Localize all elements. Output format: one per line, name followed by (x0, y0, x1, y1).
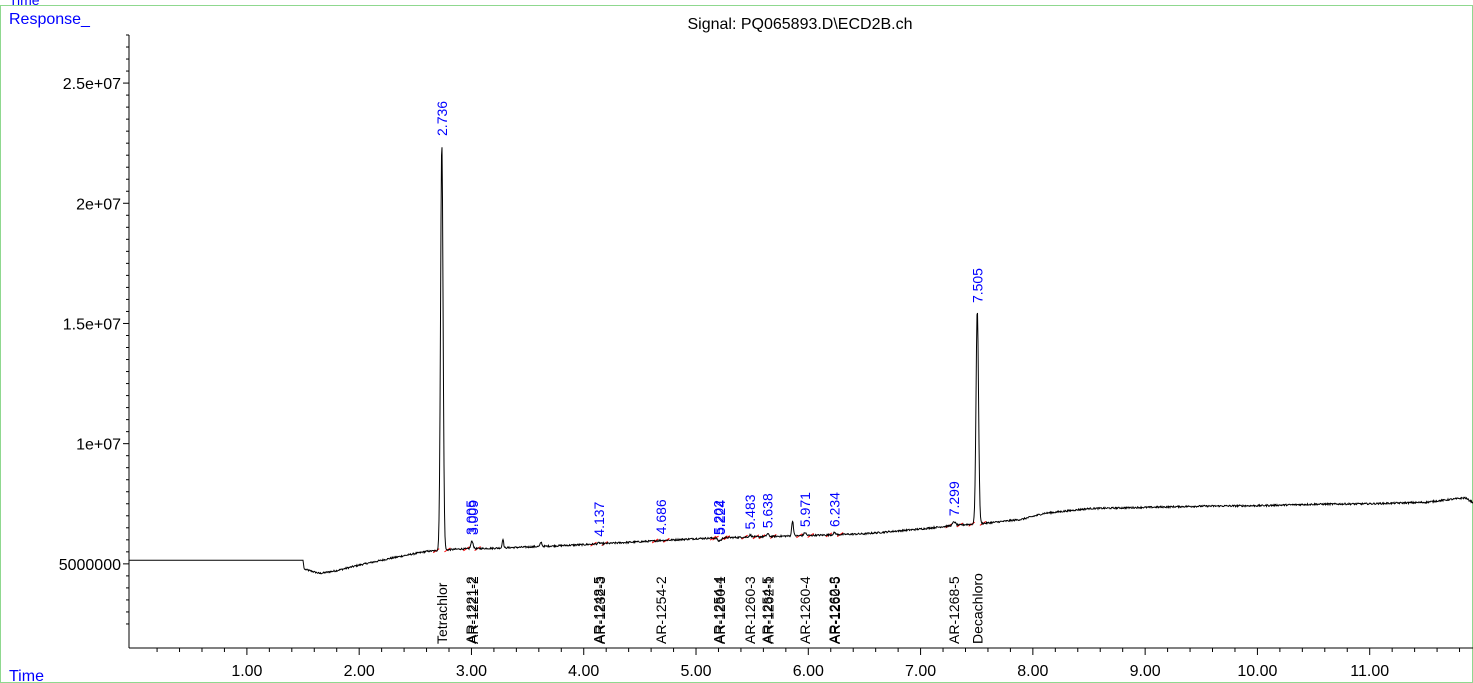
x-tick-label: 1.00 (231, 663, 262, 680)
compound-label: AR-1221-2 (463, 576, 479, 644)
x-axis-label: Time (9, 668, 44, 683)
x-tick-label: 3.00 (456, 663, 487, 680)
axes: 1.00 2.00 3.00 4.00 5.00 6.00 7.00 8.00 9.00 10.0… (59, 34, 1473, 680)
x-tick-label: 6.00 (793, 663, 824, 680)
y-tick-label: 1.5e+07 (63, 316, 121, 333)
peak-label: 7.505 (969, 268, 985, 303)
compound-label: AR-1260-5 (827, 576, 843, 644)
x-tick-label: 9.00 (1130, 663, 1161, 680)
compound-label: AR-1221-2 (465, 576, 481, 644)
x-tick-label: 11.00 (1350, 663, 1389, 680)
compound-label: AR-1260-3 (742, 576, 758, 644)
compound-label: AR-1262-1 (760, 576, 776, 644)
x-tick-label: 8.00 (1017, 663, 1048, 680)
figure-border (0, 5, 1473, 683)
signal-trace-group (129, 147, 1473, 575)
compound-label: AR-1260-1 (712, 576, 728, 644)
peak-label: 4.137 (591, 501, 607, 536)
peak-label: 2.736 (434, 101, 450, 136)
y-tick-label: 2e+07 (76, 196, 121, 213)
compound-label: AR-1232-3 (592, 576, 608, 644)
x-tick-label: 7.00 (905, 663, 936, 680)
compound-label: Decachloro (969, 573, 985, 644)
signal-trace (129, 147, 1473, 575)
compound-label: AR-1254-5 (759, 576, 775, 644)
chart-title: Signal: PQ065893.D\ECD2B.ch (687, 16, 912, 33)
peak-label: 6.234 (827, 492, 843, 527)
compound-label: AR-1268-5 (946, 576, 962, 644)
compound-label: AR-1254-4 (711, 576, 727, 644)
y-tick-label: 2.5e+07 (63, 76, 121, 93)
compound-label: AR-1260-4 (797, 576, 813, 644)
x-tick-label: 4.00 (568, 663, 599, 680)
x-tick-label: 10.00 (1237, 663, 1277, 680)
y-tick-label: 5000000 (59, 557, 121, 574)
integration-tick (752, 534, 760, 540)
peak-label: 3.005 (463, 500, 479, 535)
compound-label-group: Tetrachlor AR-1221-2AR-1221-2 AR-1248-5AR-… (434, 573, 985, 644)
peak-label: 4.686 (653, 499, 669, 534)
peak-label: 5.971 (797, 492, 813, 527)
y-tick-label: 1e+07 (76, 437, 121, 454)
compound-label: Tetrachlor (434, 582, 450, 644)
peak-label: 3.009 (465, 500, 481, 535)
top-left-label: Time (9, 0, 40, 8)
compound-label: AR-1262-3 (826, 576, 842, 644)
y-axis-label: Response_ (9, 11, 91, 28)
peak-label: 5.483 (742, 494, 758, 529)
peak-label: 5.638 (760, 493, 776, 528)
compound-label: AR-1248-5 (590, 576, 606, 644)
peak-label: 5.202 (711, 500, 727, 535)
peak-label: 7.299 (946, 481, 962, 516)
x-tick-label: 5.00 (680, 663, 711, 680)
x-tick-label: 2.00 (344, 663, 375, 680)
compound-label: AR-1254-2 (653, 576, 669, 644)
peak-label: 5.224 (712, 500, 728, 535)
